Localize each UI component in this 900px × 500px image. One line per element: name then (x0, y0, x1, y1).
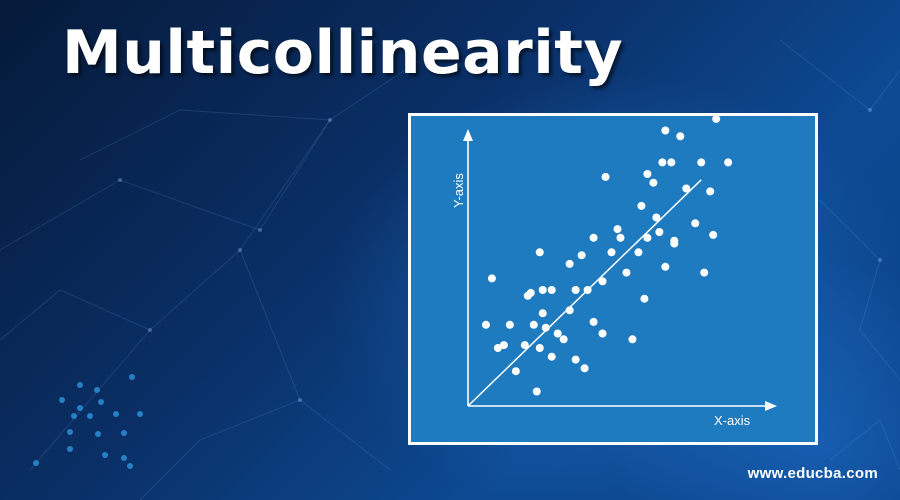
scatter-point (577, 251, 586, 260)
scatter-point (538, 309, 547, 318)
scatter-point (487, 274, 496, 283)
scatter-point (580, 364, 589, 373)
scatter-point (613, 225, 622, 234)
scatter-point (598, 277, 607, 286)
scatter-point (565, 259, 574, 268)
scatter-point (670, 236, 679, 245)
scatter-point (571, 286, 580, 294)
scatter-point (712, 116, 721, 123)
scatter-point (505, 320, 514, 329)
scatter-point (607, 248, 616, 257)
y-axis-arrowhead (463, 129, 473, 141)
scatter-point (622, 268, 631, 277)
scatter-point (658, 158, 667, 167)
scatter-point (520, 341, 529, 350)
scatter-point (499, 341, 508, 350)
scatter-point (691, 219, 700, 228)
trendline (467, 179, 702, 407)
scatter-point (649, 178, 658, 187)
trendline-layer (467, 179, 702, 407)
scatter-point (700, 268, 709, 277)
scatter-point (559, 335, 568, 344)
scatter-point (589, 317, 598, 326)
scatter-point (538, 286, 547, 294)
scatter-point (682, 184, 691, 193)
chart-canvas: X-axis Y-axis (451, 116, 777, 428)
scatter-point (667, 158, 676, 167)
scatter-point (652, 213, 661, 222)
scatter-point (541, 323, 550, 332)
scatter-point (598, 329, 607, 338)
scatter-point (709, 230, 718, 239)
scatter-point (637, 201, 646, 210)
scatter-point (601, 172, 610, 181)
x-axis-arrowhead (765, 401, 777, 411)
scatter-point (634, 248, 643, 257)
scatter-point (724, 158, 733, 167)
scatter-point (640, 294, 649, 303)
scatter-point (547, 286, 556, 294)
scatter-point (526, 288, 535, 297)
axes (463, 129, 777, 411)
scatter-point (547, 352, 556, 361)
scatter-point (616, 233, 625, 242)
scatter-point (529, 320, 538, 329)
scatter-point (535, 248, 544, 257)
scatter-point (655, 228, 664, 236)
scatter-point (706, 187, 715, 196)
scatter-point (535, 344, 544, 352)
scatter-point (553, 329, 562, 338)
scatter-points (481, 116, 733, 396)
scatter-chart: X-axis Y-axis (408, 113, 818, 445)
scatter-point (643, 170, 652, 178)
scatter-point (532, 387, 541, 396)
scatter-point (571, 355, 580, 364)
scatter-point (481, 320, 490, 329)
scatter-point (589, 233, 598, 242)
scatter-point (661, 126, 670, 135)
scatter-point (661, 262, 670, 271)
scatter-point (697, 158, 706, 167)
scatter-point (511, 367, 520, 376)
scatter-point (676, 132, 685, 141)
scatter-point (643, 233, 652, 242)
scatter-point (628, 335, 637, 344)
scatter-point (583, 286, 592, 294)
scatter-point (493, 344, 502, 352)
scatter-point (565, 306, 574, 315)
page-title: Multicollinearity (62, 18, 624, 88)
y-axis-label: Y-axis (451, 173, 466, 208)
website-url: www.educba.com (747, 465, 878, 482)
x-axis-label: X-axis (714, 413, 751, 428)
